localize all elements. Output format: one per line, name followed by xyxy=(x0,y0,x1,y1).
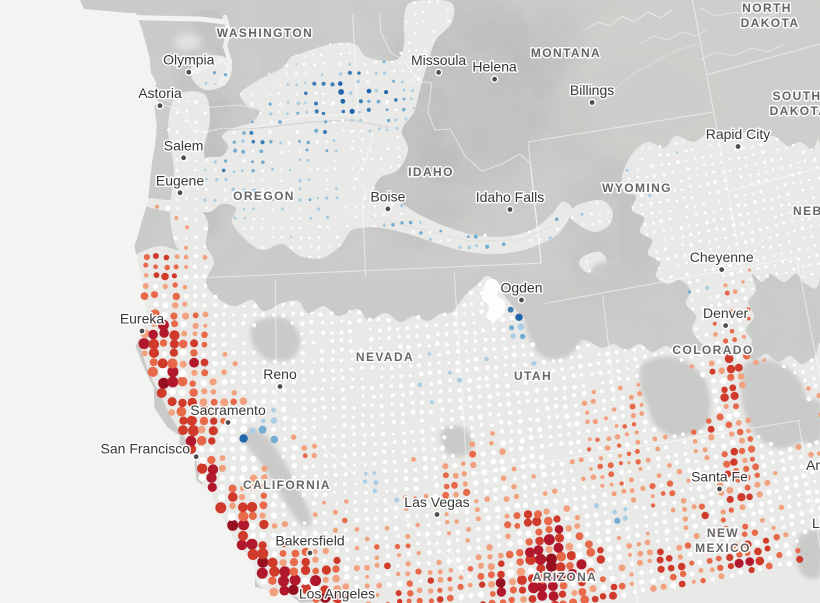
svg-text:SOUTH: SOUTH xyxy=(773,89,820,103)
svg-text:MONTANA: MONTANA xyxy=(531,46,601,60)
svg-text:IDAHO: IDAHO xyxy=(408,165,454,179)
svg-text:Ogden: Ogden xyxy=(500,280,542,296)
svg-text:WYOMING: WYOMING xyxy=(602,181,672,195)
svg-text:Eugene: Eugene xyxy=(156,172,204,188)
svg-text:Denver: Denver xyxy=(703,305,748,321)
svg-text:Santa Fe: Santa Fe xyxy=(691,469,748,485)
svg-text:DAKOTA: DAKOTA xyxy=(770,104,820,118)
svg-text:NORTH: NORTH xyxy=(742,1,792,15)
svg-text:Eureka: Eureka xyxy=(120,311,165,327)
svg-text:Reno: Reno xyxy=(263,366,297,382)
svg-text:WASHINGTON: WASHINGTON xyxy=(217,26,313,40)
svg-text:Astoria: Astoria xyxy=(138,85,182,101)
svg-text:Boise: Boise xyxy=(370,188,405,204)
svg-text:Rapid City: Rapid City xyxy=(706,126,771,142)
svg-text:Bakersfield: Bakersfield xyxy=(275,533,344,549)
svg-text:Billings: Billings xyxy=(570,82,614,98)
svg-text:Los Angeles: Los Angeles xyxy=(299,586,375,602)
svg-text:Sacramento: Sacramento xyxy=(190,402,266,418)
svg-text:Olympia: Olympia xyxy=(163,52,215,68)
svg-text:CALIFORNIA: CALIFORNIA xyxy=(243,478,331,492)
svg-text:Salem: Salem xyxy=(164,137,204,153)
svg-text:ARIZONA: ARIZONA xyxy=(533,570,597,584)
svg-text:Las Vegas: Las Vegas xyxy=(404,494,469,510)
svg-text:Missoula: Missoula xyxy=(411,52,466,68)
svg-text:Helena: Helena xyxy=(472,59,517,75)
svg-text:OREGON: OREGON xyxy=(233,189,295,203)
svg-text:NEBRASKA: NEBRASKA xyxy=(793,204,820,218)
svg-text:Amarillo: Amarillo xyxy=(806,457,820,473)
svg-text:NEVADA: NEVADA xyxy=(356,350,414,364)
svg-text:Cheyenne: Cheyenne xyxy=(690,249,754,265)
svg-text:UTAH: UTAH xyxy=(514,369,552,383)
svg-text:San Francisco: San Francisco xyxy=(101,441,191,457)
svg-text:MEXICO: MEXICO xyxy=(695,541,751,555)
svg-text:COLORADO: COLORADO xyxy=(672,343,753,357)
svg-text:NEW: NEW xyxy=(707,526,739,540)
svg-text:Lubbock: Lubbock xyxy=(812,515,820,531)
svg-text:DAKOTA: DAKOTA xyxy=(741,16,800,30)
svg-text:Idaho Falls: Idaho Falls xyxy=(476,189,544,205)
